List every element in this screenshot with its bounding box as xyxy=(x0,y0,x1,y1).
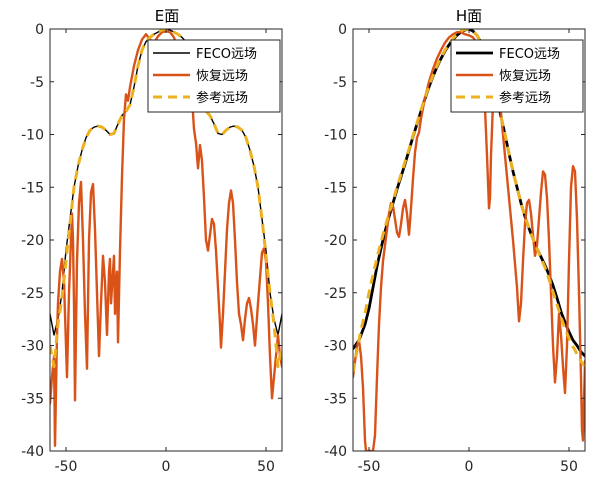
e-plane-ytick-label: -30 xyxy=(21,339,44,355)
h-plane-legend-label: 参考远场 xyxy=(499,90,551,106)
e-plane-ytick-label: -5 xyxy=(30,75,44,91)
e-plane-ytick-label: -35 xyxy=(21,391,44,407)
panel-e-plane-plot: 0 -5 -10 -15 -20 -25 -30 -35 -40 -50 0 50 FECO远场恢复远场… xyxy=(21,22,283,475)
panel-h-plane-plot: 0 -5 -10 -15 -20 -25 -30 -35 -40 -50 0 50 FECO远场恢复远场… xyxy=(324,22,586,475)
h-plane-ytick-label: -35 xyxy=(324,391,347,407)
panel-h-plane: H面 0 -5 -10 -15 -20 -25 -30 -35 -40 -50 0 50 FECO远场恢… xyxy=(324,7,586,475)
e-plane-ytick-label: -20 xyxy=(21,233,44,249)
h-plane-xtick-label: 0 xyxy=(465,459,474,475)
h-plane-ytick-label: -20 xyxy=(324,233,347,249)
h-plane-ytick-label: -40 xyxy=(324,444,347,460)
e-plane-ytick-label: 0 xyxy=(35,22,44,38)
e-plane-legend-label: 参考远场 xyxy=(196,90,248,106)
h-plane-ytick-label: -5 xyxy=(333,75,347,91)
panel-e-plane-title: E面 xyxy=(155,7,179,25)
panel-h-plane-title: H面 xyxy=(456,7,482,25)
e-plane-xtick-label: -50 xyxy=(55,459,78,475)
h-plane-legend-label: 恢复远场 xyxy=(499,69,551,84)
h-plane-xtick-label: -50 xyxy=(358,459,381,475)
h-plane-ytick-label: -10 xyxy=(324,128,347,144)
h-plane-ytick-label: -15 xyxy=(324,180,347,196)
h-plane-ytick-label: 0 xyxy=(338,22,347,38)
e-plane-series-line-2 xyxy=(50,29,282,369)
h-plane-ytick-label: -30 xyxy=(324,339,347,355)
e-plane-ytick-label: -15 xyxy=(21,180,44,196)
e-plane-xtick-label: 0 xyxy=(162,459,171,475)
e-plane-ytick-label: -40 xyxy=(21,444,44,460)
panel-e-plane: E面 0 -5 -10 -15 -20 -25 -30 -35 -40 -50 0 50 FECO远场恢… xyxy=(21,7,283,475)
e-plane-xtick-label: 50 xyxy=(257,459,275,475)
e-plane-legend-label: 恢复远场 xyxy=(196,69,248,84)
h-plane-xtick-label: 50 xyxy=(560,459,578,475)
e-plane-series-line-1 xyxy=(50,29,282,447)
e-plane-ytick-label: -25 xyxy=(21,286,44,302)
e-plane-series-group xyxy=(50,29,282,447)
e-plane-ytick-label: -10 xyxy=(21,128,44,144)
h-plane-series-line-2 xyxy=(353,29,585,373)
h-plane-legend-label: FECO远场 xyxy=(499,47,560,62)
h-plane-ytick-label: -25 xyxy=(324,286,347,302)
e-plane-legend-label: FECO远场 xyxy=(196,47,257,62)
